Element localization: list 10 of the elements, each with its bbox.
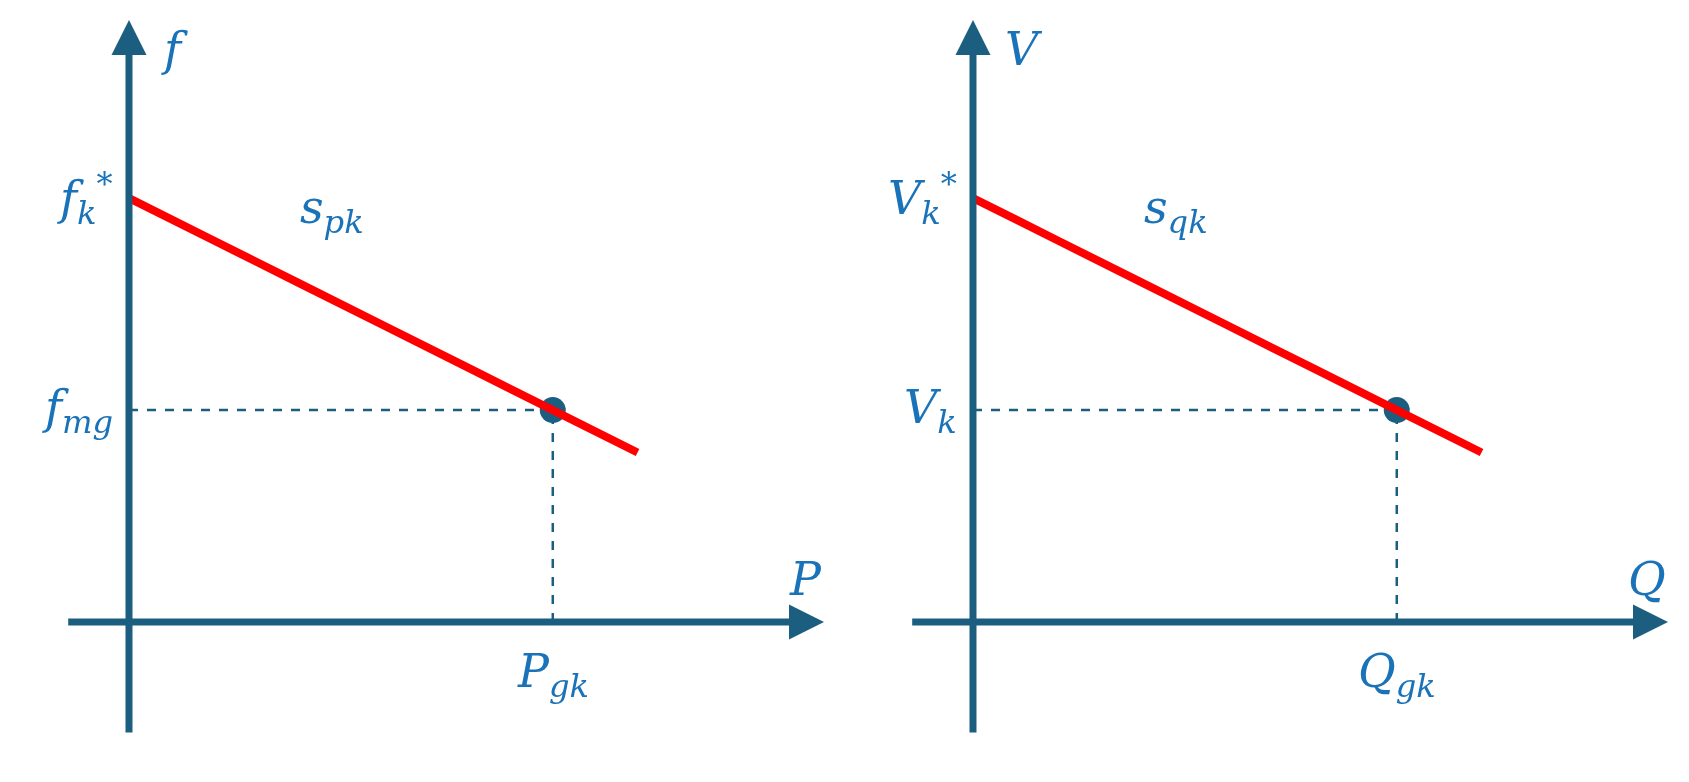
annotation: s$_{qk}$ [1144, 180, 1208, 241]
x-axis-title: P [789, 552, 822, 606]
text: Q$_{gk}$ [1358, 644, 1436, 705]
x-axis-title: Q [1628, 552, 1666, 606]
annotation: s$_{pk}$ [300, 180, 364, 241]
annotation: V$_{k}$ [904, 380, 957, 441]
text: P$_{gk}$ [517, 644, 590, 705]
annotation: f$_{mg}$ [42, 380, 114, 441]
y-axis-title: f [161, 22, 188, 76]
y-axis-title: V [1005, 22, 1043, 76]
